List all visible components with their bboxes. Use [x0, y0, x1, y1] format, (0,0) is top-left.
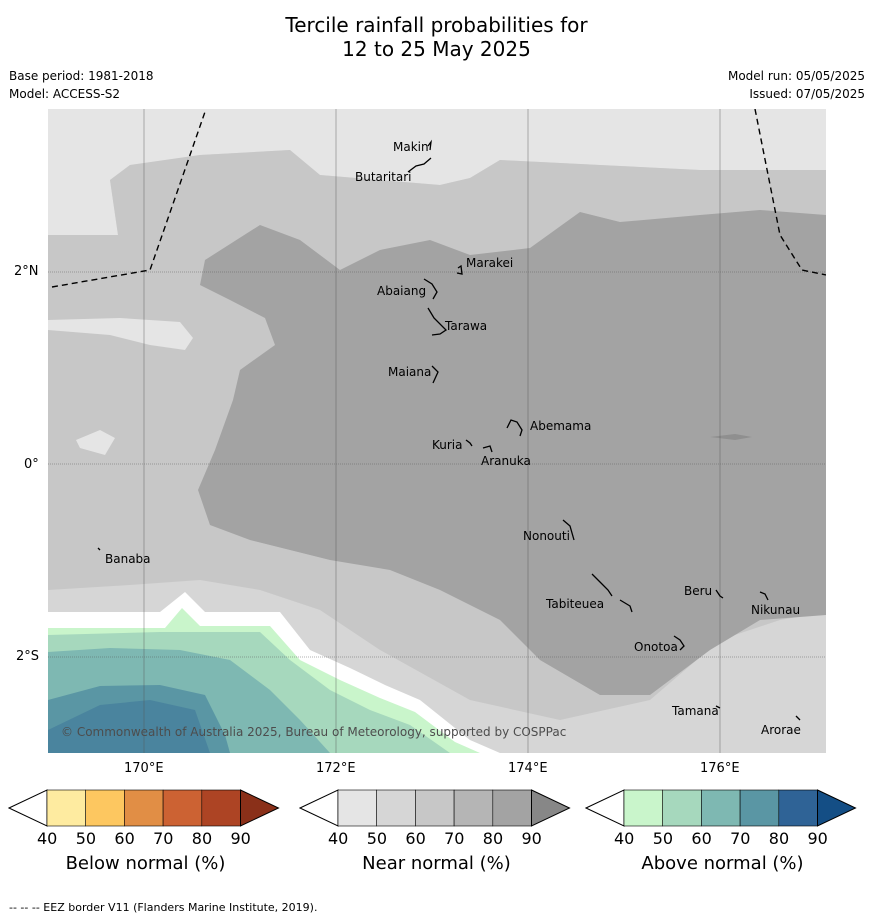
colorbar-extend-high: [817, 789, 857, 827]
colorbar-tick-label: 40: [37, 829, 58, 848]
colorbar-extend-low: [8, 789, 48, 827]
colorbar-cell: [453, 789, 494, 827]
place-label: Tarawa: [444, 319, 487, 333]
model-name: Model: ACCESS-S2: [9, 87, 121, 101]
colorbar-cell: [376, 789, 416, 827]
place-label: Marakei: [466, 256, 513, 270]
map-title-line1: Tercile rainfall probabilities for: [285, 13, 588, 37]
lon-label-170e: 170°E: [124, 761, 164, 776]
colorbar-tick-label: 70: [444, 829, 465, 848]
place-label: Abaiang: [377, 284, 426, 298]
colorbar-tick-label: 90: [807, 829, 828, 848]
copyright-notice: © Commonwealth of Australia 2025, Bureau…: [61, 725, 566, 739]
place-label: Maiana: [388, 365, 431, 379]
island-outlines: [97, 139, 801, 721]
lon-label-176e: 176°E: [700, 761, 740, 776]
colorbar-cell: [623, 789, 664, 827]
colorbar-tick-label: 40: [614, 829, 635, 848]
lon-label-174e: 174°E: [508, 761, 548, 776]
place-label: Beru: [684, 584, 712, 598]
place-label: Onotoa: [634, 640, 678, 654]
place-label: Arorae: [761, 723, 801, 737]
colorbar-cell: [701, 789, 741, 827]
place-label: Nonouti: [523, 529, 570, 543]
colorbar-1: [299, 789, 571, 827]
contour-near-normal-light-north: [48, 109, 826, 235]
colorbar-cell: [85, 789, 125, 827]
colorbar-cell: [46, 789, 87, 827]
issued-date: Issued: 07/05/2025: [749, 87, 865, 101]
colorbar-0: [8, 789, 280, 827]
colorbar-tick-label: 90: [521, 829, 542, 848]
colorbar-label: Near normal (%): [362, 853, 511, 874]
colorbar-tick-label: 90: [230, 829, 251, 848]
place-label: Kuria: [432, 438, 463, 452]
colorbar-tick-label: 50: [366, 829, 388, 848]
colorbar-tick-label: 40: [328, 829, 349, 848]
colorbar-cell: [124, 789, 164, 827]
colorbar-extend-low: [585, 789, 625, 827]
contour-near-normal-high: [198, 210, 826, 695]
colorbar-tick-label: 60: [405, 829, 426, 848]
lon-label-172e: 172°E: [316, 761, 356, 776]
colorbar-tick-label: 80: [191, 829, 213, 848]
colorbar-tick-label: 60: [114, 829, 135, 848]
lat-label-2n: 2°N: [14, 264, 39, 279]
colorbar-tick-label: 70: [153, 829, 174, 848]
colorbar-tick-label: 50: [75, 829, 97, 848]
place-label: Tamana: [671, 704, 719, 718]
colorbar-2: [585, 789, 857, 827]
colorbar-cell: [492, 789, 532, 827]
colorbar-extend-low: [299, 789, 339, 827]
place-label: Nikunau: [751, 603, 800, 617]
contour-near-normal-spot: [710, 434, 752, 440]
colorbar-tick-label: 60: [691, 829, 712, 848]
colorbar-cell: [778, 789, 818, 827]
colorbar-cell: [162, 789, 203, 827]
eez-border: [51, 109, 826, 288]
rainfall-map: Makin Butaritari Marakei Abaiang Tarawa …: [48, 109, 826, 753]
colorbar-cell: [739, 789, 780, 827]
colorbar-label: Above normal (%): [641, 853, 804, 874]
place-label: Tabiteuea: [545, 597, 604, 611]
lat-label-2s: 2°S: [16, 649, 40, 664]
place-label: Banaba: [105, 552, 151, 566]
contour-above-normal-70: [48, 685, 230, 753]
colorbar-tick-label: 50: [652, 829, 674, 848]
map-title-line2: 12 to 25 May 2025: [342, 37, 531, 61]
contour-above-normal-80: [48, 700, 210, 753]
place-label: Aranuka: [481, 454, 531, 468]
place-label: Butaritari: [355, 170, 412, 184]
colorbar-cell: [662, 789, 702, 827]
colorbar-tick-label: 70: [730, 829, 751, 848]
colorbar-label: Below normal (%): [65, 853, 226, 874]
place-labels: Makin Butaritari Marakei Abaiang Tarawa …: [105, 140, 801, 737]
colorbar-extend-high: [240, 789, 280, 827]
colorbar-cell: [337, 789, 378, 827]
colorbar-extend-high: [531, 789, 571, 827]
place-label: Abemama: [530, 419, 591, 433]
lat-label-0: 0°: [24, 457, 39, 472]
eez-legend-footer: -- -- -- EEZ border V11 (Flanders Marine…: [9, 901, 318, 914]
base-period: Base period: 1981-2018: [9, 69, 154, 83]
grid-lines: [48, 109, 826, 753]
colorbar-cell: [201, 789, 241, 827]
colorbar-tick-label: 80: [482, 829, 504, 848]
colorbar-tick-label: 80: [768, 829, 790, 848]
colorbar-cell: [415, 789, 455, 827]
model-run: Model run: 05/05/2025: [727, 69, 865, 83]
place-label: Makin: [393, 140, 429, 154]
